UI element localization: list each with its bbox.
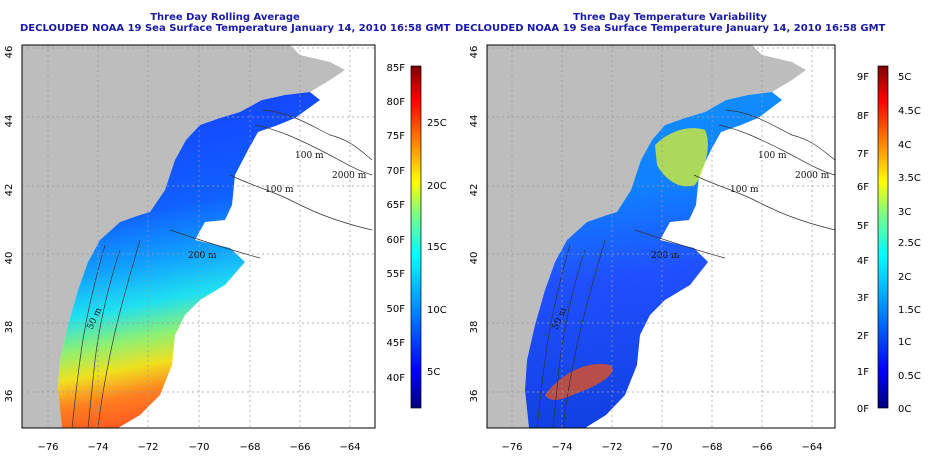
right-cb-f-4: 4F [857, 256, 869, 267]
right-land [487, 45, 806, 428]
right-colorbar: 9F 8F 7F 6F 5F 4F 3F 2F 1F 0F 5C 4.5C 4C… [857, 65, 921, 415]
left-cb-f-55: 55F [387, 269, 406, 280]
right-cb-f-5: 5F [857, 221, 869, 232]
left-lat-axis: 36 38 40 42 44 46 [4, 46, 15, 403]
left-lon-tick-68: −68 [239, 442, 260, 453]
right-lon-axis: −76 −74 −72 −70 −68 −66 −64 [501, 442, 822, 453]
right-colorbar-ramp [877, 65, 889, 409]
left-cb-c-5: 5C [427, 367, 440, 378]
left-contour-label-100m-a: 100 m [295, 151, 324, 161]
left-cb-f-45: 45F [387, 338, 406, 349]
left-lon-axis: −76 −74 −72 −70 −68 −66 −64 [37, 442, 360, 453]
right-cb-c-3: 3C [898, 207, 911, 218]
left-lat-tick-40: 40 [4, 252, 15, 265]
left-grid [22, 45, 375, 428]
left-contour-label-2000m: 2000 m [332, 171, 367, 181]
left-cb-c-20: 20C [427, 181, 447, 192]
right-cb-c-2: 2C [898, 272, 911, 283]
right-cb-f-2: 2F [857, 331, 869, 342]
left-map-frame [21, 44, 376, 429]
left-lon-tick-66: −66 [289, 442, 310, 453]
right-cb-f-0: 0F [857, 404, 869, 415]
left-lon-tick-64: −64 [339, 442, 360, 453]
left-cb-c-15: 15C [427, 242, 447, 253]
right-lat-axis: 36 38 40 42 44 46 [469, 46, 480, 403]
left-lat-tick-44: 44 [4, 115, 15, 128]
left-cb-f-80: 80F [387, 97, 406, 108]
right-lon-tick-76: −76 [501, 442, 522, 453]
left-colorbar-ramp [410, 65, 422, 409]
right-contour-label-2000m: 2000 m [795, 171, 830, 181]
right-lat-tick-46: 46 [469, 46, 480, 59]
left-cb-f-60: 60F [387, 235, 406, 246]
right-lon-tick-74: −74 [551, 442, 572, 453]
left-title-line2: DECLOUDED NOAA 19 Sea Surface Temperatur… [20, 23, 451, 34]
left-cb-f-65: 65F [387, 200, 406, 211]
right-cb-f-3: 3F [857, 293, 869, 304]
right-cb-c-5: 5C [898, 72, 911, 83]
left-cb-f-70: 70F [387, 166, 406, 177]
left-title-line1: Three Day Rolling Average [150, 12, 300, 23]
right-cb-f-6: 6F [857, 182, 869, 193]
left-lon-tick-76: −76 [37, 442, 58, 453]
left-map: 100 m 2000 m 100 m 200 m 50 m [21, 44, 376, 429]
right-cb-c-0: 0C [898, 404, 911, 415]
left-lon-tick-74: −74 [87, 442, 108, 453]
right-cb-c-0-5: 0.5C [898, 371, 921, 382]
right-cb-c-4: 4C [898, 140, 911, 151]
left-colorbar: 85F 80F 75F 70F 65F 60F 55F 50F 45F 40F … [387, 63, 447, 409]
right-high-variability-patch [655, 128, 708, 187]
left-lat-tick-46: 46 [4, 46, 15, 59]
left-land [22, 45, 345, 428]
left-sst-field [58, 92, 320, 428]
left-lon-tick-70: −70 [188, 442, 209, 453]
left-contour-label-200m: 200 m [188, 251, 217, 261]
right-cb-c-1-5: 1.5C [898, 305, 921, 316]
right-map-frame [486, 44, 836, 429]
right-title-line1: Three Day Temperature Variability [573, 12, 767, 23]
right-cb-c-2-5: 2.5C [898, 238, 921, 249]
right-contour-label-100m-b: 100 m [730, 185, 759, 195]
left-lat-tick-38: 38 [4, 321, 15, 334]
right-lat-tick-38: 38 [469, 321, 480, 334]
right-grid [487, 45, 835, 428]
right-cb-f-8: 8F [857, 111, 869, 122]
right-cb-f-7: 7F [857, 149, 869, 160]
right-map: 100 m 2000 m 100 m 200 m 50 m [486, 44, 836, 429]
right-lat-tick-44: 44 [469, 115, 480, 128]
right-lat-tick-40: 40 [469, 252, 480, 265]
right-lon-tick-66: −66 [751, 442, 772, 453]
right-lat-tick-42: 42 [469, 184, 480, 197]
left-cb-c-25: 25C [427, 118, 447, 129]
right-lon-tick-64: −64 [801, 442, 822, 453]
right-contour-label-100m-a: 100 m [758, 151, 787, 161]
left-cb-f-85: 85F [387, 63, 406, 74]
left-cb-f-50: 50F [387, 304, 406, 315]
left-lat-tick-36: 36 [4, 390, 15, 403]
right-lon-tick-70: −70 [651, 442, 672, 453]
right-title: Three Day Temperature Variability DECLOU… [455, 12, 885, 34]
right-contour-label-200m: 200 m [651, 251, 680, 261]
right-cb-f-9: 9F [857, 72, 869, 83]
left-cb-c-10: 10C [427, 305, 447, 316]
left-cb-f-75: 75F [387, 131, 406, 142]
left-bathymetry-contours [71, 109, 373, 428]
left-cb-f-40: 40F [387, 373, 406, 384]
right-bathymetry-contours [536, 109, 835, 428]
right-cb-c-3-5: 3.5C [898, 173, 921, 184]
left-title: Three Day Rolling Average DECLOUDED NOAA… [20, 12, 451, 34]
right-cb-f-1: 1F [857, 367, 869, 378]
right-cb-c-1: 1C [898, 337, 911, 348]
right-cb-c-4-5: 4.5C [898, 106, 921, 117]
left-lat-tick-42: 42 [4, 184, 15, 197]
right-variability-field [525, 92, 782, 428]
right-lon-tick-72: −72 [601, 442, 622, 453]
left-lon-tick-72: −72 [137, 442, 158, 453]
right-title-line2: DECLOUDED NOAA 19 Sea Surface Temperatur… [455, 23, 886, 34]
right-lat-tick-36: 36 [469, 390, 480, 403]
right-lon-tick-68: −68 [701, 442, 722, 453]
left-contour-label-100m-b: 100 m [265, 185, 294, 195]
